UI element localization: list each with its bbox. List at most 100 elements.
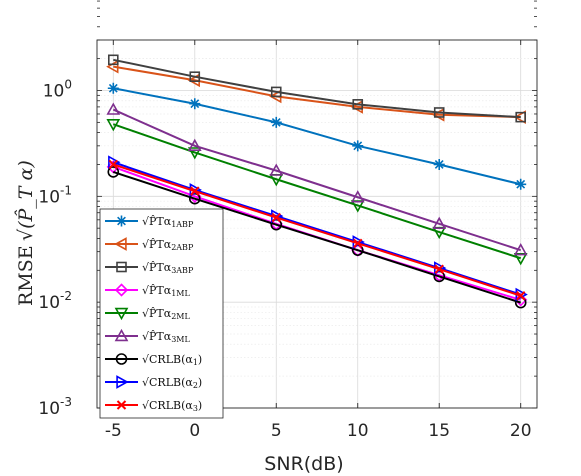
series-line <box>113 58 521 119</box>
series-line <box>112 161 522 296</box>
x-tick-label: 5 <box>271 421 282 441</box>
data-point <box>187 138 202 152</box>
data-point <box>107 82 119 94</box>
legend-entry: √P̂Tα3ML <box>105 328 190 344</box>
legend-label-suffix: ABP <box>175 266 194 275</box>
legend-label-suffix: ML <box>176 289 190 298</box>
legend-label: √P̂Tα1ABP <box>142 215 194 229</box>
series-9 <box>108 159 526 301</box>
y-tick-exponent: -3 <box>60 395 72 409</box>
legend-label-index: 2 <box>193 381 198 390</box>
y-axis-label-math: √(P̂_T α) <box>15 160 37 241</box>
legend-label: √CRLB(α1) <box>142 353 202 367</box>
legend-label-index: 1 <box>193 358 198 367</box>
legend-label-index: 2 <box>171 312 176 321</box>
data-point <box>108 159 119 170</box>
y-tick-base: 10 <box>38 187 60 207</box>
y-tick-exponent: 0 <box>64 77 72 91</box>
legend-label-main: √P̂Tα <box>142 215 172 228</box>
legend-marker <box>116 215 127 227</box>
legend-label-main: √CRLB(α <box>142 399 193 412</box>
legend-label-index: 3 <box>171 266 176 275</box>
legend-marker <box>116 261 127 273</box>
legend-label-index: 1 <box>171 289 176 298</box>
legend-label-suffix: ABP <box>175 243 194 252</box>
legend-label: √P̂Tα3ABP <box>142 261 194 275</box>
legend-label-main: √P̂Tα <box>142 330 172 343</box>
legend-marker <box>114 237 127 251</box>
series-line <box>112 163 522 297</box>
x-tick-label: 10 <box>347 421 369 441</box>
legend-label-main: √P̂Tα <box>142 238 172 251</box>
data-point <box>350 190 365 203</box>
y-tick-base: 10 <box>38 293 60 313</box>
legend-label: √P̂Tα2ML <box>142 307 190 321</box>
legend-entry: √CRLB(α3) <box>105 399 202 413</box>
legend-label-index: 1 <box>171 220 176 229</box>
legend-marker <box>114 307 129 321</box>
x-tick-label: 20 <box>510 421 532 441</box>
legend-label-suffix: ML <box>176 335 190 344</box>
data-point <box>433 158 445 170</box>
x-tick-labels: -5 0 5 10 15 20 <box>105 421 532 441</box>
legend-entry: √P̂Tα3ABP <box>105 261 194 275</box>
x-tick-label: -5 <box>105 421 122 441</box>
data-point <box>270 86 282 98</box>
y-axis-label: RMSE √(P̂_T α) <box>15 160 37 306</box>
x-tick-label: 0 <box>189 421 200 441</box>
y-tick-base: 10 <box>38 399 60 419</box>
legend-label-main: √P̂Tα <box>142 284 172 297</box>
data-point <box>515 178 527 190</box>
data-point <box>269 163 284 176</box>
y-tick-exponent: -2 <box>60 289 72 303</box>
legend-label-suffix: ) <box>198 399 202 412</box>
data-point <box>352 99 364 110</box>
data-point <box>189 98 201 110</box>
y-tick-label: 10-3 <box>38 395 72 419</box>
legend-label-suffix: ) <box>198 376 202 389</box>
y-tick-label: 10-2 <box>38 289 72 313</box>
legend-label-index: 2 <box>171 243 176 252</box>
legend-label-index: 3 <box>193 404 198 413</box>
series-line <box>112 108 522 252</box>
y-tick-base: 10 <box>43 81 65 101</box>
data-point <box>187 147 202 160</box>
legend-label: √CRLB(α2) <box>142 376 202 390</box>
series-line <box>112 170 522 304</box>
x-tick-label: 15 <box>428 421 450 441</box>
data-point <box>432 216 447 230</box>
series-layer <box>106 54 528 309</box>
data-point <box>106 102 121 115</box>
legend-marker <box>114 328 129 342</box>
legend-label-index: 3 <box>171 335 176 344</box>
data-point <box>433 107 445 118</box>
legend-label: √P̂Tα2ABP <box>142 238 194 252</box>
y-axis-label-prefix: RMSE <box>15 245 37 306</box>
legend-label-suffix: ABP <box>175 220 194 229</box>
legend-label-main: √CRLB(α <box>142 353 193 366</box>
legend-marker <box>116 375 129 389</box>
data-point <box>434 264 444 274</box>
legend-marker <box>114 283 129 297</box>
legend-label: √P̂Tα3ML <box>142 330 190 344</box>
legend-entry: √P̂Tα1ABP <box>105 215 194 229</box>
legend: √P̂Tα1ABP√P̂Tα2ABP√P̂Tα3ABP√P̂Tα1ML√P̂Tα… <box>99 208 224 419</box>
legend-label-main: √CRLB(α <box>142 376 193 389</box>
data-point <box>271 212 281 223</box>
series-1 <box>107 82 527 190</box>
y-tick-exponent: -1 <box>60 183 72 197</box>
legend-marker <box>115 353 128 365</box>
legend-label: √CRLB(α3) <box>142 399 202 413</box>
data-point <box>106 119 121 132</box>
legend-entry: √P̂Tα2ABP <box>105 237 194 252</box>
series-line <box>113 87 521 186</box>
data-point <box>515 111 527 123</box>
x-axis-label: SNR(dB) <box>264 453 343 475</box>
legend-label-main: √P̂Tα <box>142 307 172 320</box>
axes-box <box>96 39 538 409</box>
data-point <box>515 291 526 301</box>
data-point <box>513 243 528 256</box>
legend-marker <box>116 400 127 410</box>
